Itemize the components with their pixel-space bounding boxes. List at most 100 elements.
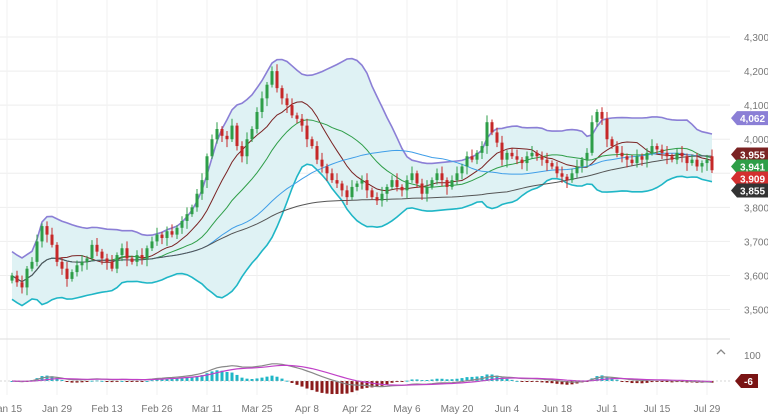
x-tick-label: Jul 15 <box>644 404 671 415</box>
candle <box>390 175 394 190</box>
x-tick-label: Apr 22 <box>342 404 372 415</box>
candle-body <box>400 186 404 191</box>
histogram-bar <box>200 375 204 381</box>
histogram-bar <box>285 380 289 382</box>
candle-body <box>510 152 514 157</box>
candle-body <box>700 163 704 167</box>
candle-body <box>365 180 369 191</box>
candle-body <box>515 156 519 160</box>
candle-body <box>540 156 544 160</box>
histogram-bar <box>490 374 494 381</box>
candle-body <box>585 152 589 160</box>
candle-body <box>415 173 419 184</box>
histogram-bar <box>550 381 554 384</box>
candle <box>570 168 574 183</box>
price-tag: 3,941 <box>731 159 768 174</box>
candle <box>660 144 664 159</box>
candle <box>555 161 559 178</box>
candle-body <box>375 197 379 201</box>
candle-body <box>355 183 359 187</box>
histogram-bar <box>175 378 179 381</box>
histogram-bar <box>620 381 624 382</box>
candle <box>530 146 534 159</box>
candle <box>30 257 34 272</box>
candle-body <box>535 152 539 157</box>
candle-body <box>290 105 294 116</box>
histogram-bar <box>545 381 549 383</box>
x-tick-label: Mar 11 <box>192 404 223 415</box>
candle <box>490 119 494 136</box>
candle <box>435 168 439 185</box>
candle-body <box>565 176 569 181</box>
histogram-bar <box>65 381 69 382</box>
date-axis: Jan 15 Jan 29 Feb 13 Feb 26 Mar 11 Mar 25 Apr … <box>0 404 721 415</box>
histogram-bar <box>470 376 474 381</box>
candle-body <box>485 122 489 147</box>
candle-body <box>105 258 109 262</box>
candle-body <box>650 146 654 153</box>
candle-body <box>490 122 494 133</box>
candle <box>685 153 689 171</box>
histogram-bar <box>600 375 604 381</box>
histogram-bar <box>240 377 244 381</box>
x-tick-label: Jul 29 <box>694 404 721 415</box>
x-tick-label: May 20 <box>441 404 474 415</box>
candle <box>630 154 634 166</box>
candle <box>625 153 629 168</box>
candle <box>445 177 449 195</box>
candle <box>550 160 554 170</box>
candle <box>595 109 599 127</box>
candle-body <box>270 71 274 85</box>
candle-body <box>30 261 34 269</box>
histogram-bar <box>100 380 104 382</box>
candle <box>20 275 24 294</box>
candle <box>450 175 454 190</box>
candle-body <box>580 159 584 167</box>
candle <box>605 111 609 148</box>
histogram-bar <box>560 381 564 385</box>
candle-body <box>315 146 319 160</box>
histogram-bar <box>280 378 284 381</box>
candle <box>155 227 159 246</box>
y-tick-label: 3,700 <box>744 237 768 248</box>
candle-body <box>235 125 239 147</box>
candle-body <box>95 244 99 252</box>
candle-body <box>80 261 84 266</box>
candle-body <box>590 122 594 153</box>
histogram-bar <box>170 378 174 381</box>
histogram-bar <box>275 376 279 381</box>
histogram-bar <box>435 378 439 381</box>
price-tag-label: 3,941 <box>740 163 765 174</box>
candle <box>55 242 59 267</box>
signal-line <box>11 364 713 386</box>
collapse-pane-icon[interactable] <box>716 349 726 355</box>
candle-body <box>295 115 299 119</box>
candle-body <box>445 180 449 187</box>
x-tick-label: Jan 15 <box>0 404 22 415</box>
candle-body <box>305 125 309 140</box>
candle-body <box>560 173 564 177</box>
candle-body <box>145 248 149 259</box>
y-tick-label: 3,800 <box>744 203 768 214</box>
histogram-bar <box>80 381 84 383</box>
candle-body <box>195 193 199 208</box>
candle <box>15 270 19 287</box>
candle-body <box>345 190 349 198</box>
candle <box>545 152 549 171</box>
candle <box>505 150 509 168</box>
histogram-bar <box>670 381 674 383</box>
candle-body <box>360 180 364 184</box>
histogram-bar <box>640 381 644 384</box>
candle <box>310 136 314 149</box>
candle-body <box>695 159 699 167</box>
candle <box>590 115 594 156</box>
histogram-bar <box>340 381 344 394</box>
histogram-bar <box>315 381 319 392</box>
candle-body <box>200 180 204 194</box>
histogram-bar <box>120 380 124 382</box>
candle-body <box>285 98 289 106</box>
price-tag-bg <box>731 171 768 186</box>
x-tick-label: Mar 25 <box>241 404 273 415</box>
candle-body <box>215 129 219 140</box>
